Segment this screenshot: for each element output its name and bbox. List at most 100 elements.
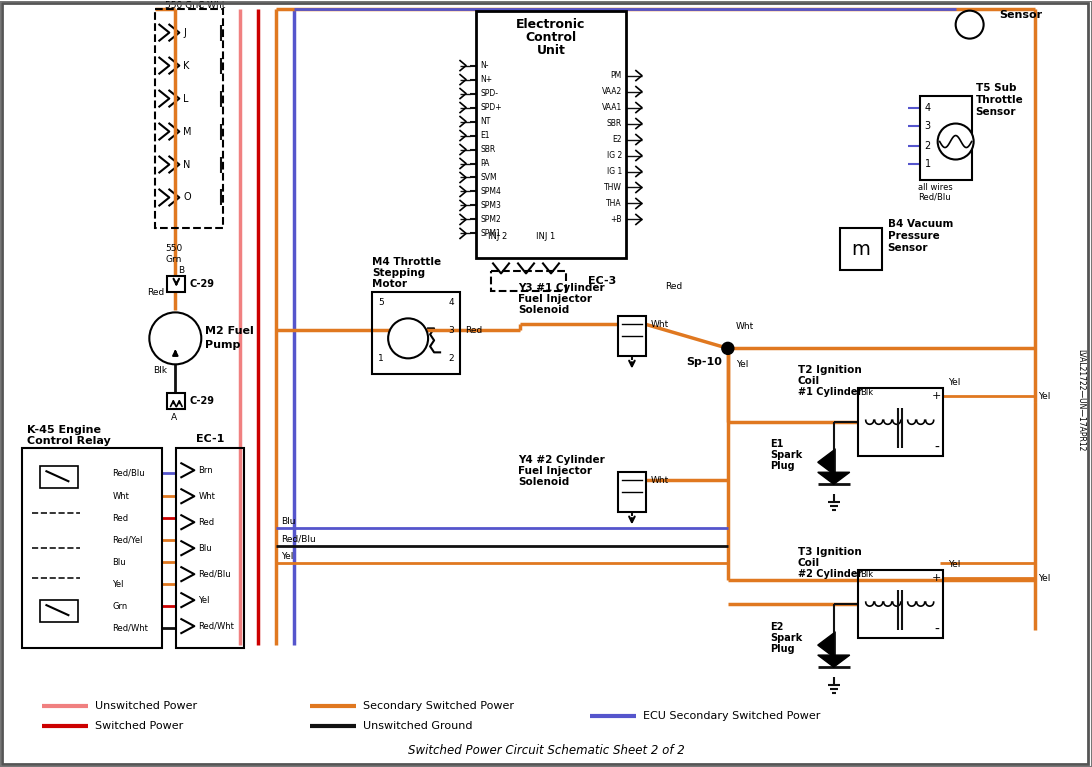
Text: INJ 1: INJ 1 xyxy=(536,232,555,241)
Text: +: + xyxy=(931,391,941,401)
Text: Sensor: Sensor xyxy=(975,107,1017,117)
Text: VAA2: VAA2 xyxy=(602,87,622,96)
Text: LVAL21722—UN—17APR12: LVAL21722—UN—17APR12 xyxy=(1077,349,1085,452)
Text: Yel: Yel xyxy=(112,580,123,588)
Text: SPD-: SPD- xyxy=(480,89,498,98)
Text: Pressure: Pressure xyxy=(888,232,939,242)
Text: Stepping: Stepping xyxy=(372,268,425,278)
Text: 550: 550 xyxy=(165,244,182,253)
Text: Wht: Wht xyxy=(651,476,669,485)
Text: -: - xyxy=(935,441,939,456)
Text: Unit: Unit xyxy=(536,44,566,57)
Polygon shape xyxy=(818,633,834,657)
Text: Sensor: Sensor xyxy=(888,243,928,253)
Text: Wht: Wht xyxy=(112,492,129,501)
Text: Yel: Yel xyxy=(948,560,960,568)
Text: Secondary Switched Power: Secondary Switched Power xyxy=(364,701,514,711)
Text: Yel: Yel xyxy=(1037,392,1051,401)
Text: K-45 Engine: K-45 Engine xyxy=(27,425,102,436)
Text: 1: 1 xyxy=(378,354,384,363)
Text: M: M xyxy=(183,127,192,137)
Text: Switched Power Circuit Schematic Sheet 2 of 2: Switched Power Circuit Schematic Sheet 2… xyxy=(407,743,685,756)
Text: Coil: Coil xyxy=(798,558,820,568)
Text: THW: THW xyxy=(604,183,622,192)
Circle shape xyxy=(150,312,201,364)
Text: Spark: Spark xyxy=(770,450,802,460)
Text: Blk: Blk xyxy=(153,366,167,375)
Text: J: J xyxy=(183,28,186,38)
Text: ECU Secondary Switched Power: ECU Secondary Switched Power xyxy=(643,711,820,721)
Text: Spark: Spark xyxy=(770,633,802,643)
Text: Plug: Plug xyxy=(770,644,795,654)
Text: EC-3: EC-3 xyxy=(587,276,616,286)
Text: Grn: Grn xyxy=(165,255,181,264)
Text: 3: 3 xyxy=(925,120,930,130)
Text: Yel: Yel xyxy=(1037,574,1051,583)
Text: #1 Cylinder: #1 Cylinder xyxy=(798,387,863,397)
Text: Yel: Yel xyxy=(282,551,294,561)
Text: Throttle: Throttle xyxy=(975,94,1023,104)
Text: Blk: Blk xyxy=(859,570,873,578)
Text: Y3 #1 Cylinder: Y3 #1 Cylinder xyxy=(518,283,605,294)
Text: PA: PA xyxy=(480,159,489,168)
Bar xyxy=(176,448,245,648)
Circle shape xyxy=(388,318,428,358)
Text: SPM4: SPM4 xyxy=(480,187,501,196)
Circle shape xyxy=(938,123,974,160)
Text: Switched Power: Switched Power xyxy=(95,721,183,731)
Text: B: B xyxy=(178,266,185,275)
Bar xyxy=(167,393,186,410)
Text: +: + xyxy=(931,573,941,583)
Polygon shape xyxy=(818,472,850,484)
Text: C Wht: C Wht xyxy=(199,1,226,10)
Text: SPM3: SPM3 xyxy=(480,201,501,210)
Text: Blu: Blu xyxy=(282,517,296,525)
Text: 2: 2 xyxy=(925,140,930,150)
Bar xyxy=(40,600,79,622)
Text: N: N xyxy=(183,160,191,170)
Text: m: m xyxy=(852,240,870,259)
Text: Coil: Coil xyxy=(798,377,820,387)
Text: 1: 1 xyxy=(925,159,930,169)
Text: Wht: Wht xyxy=(736,322,755,331)
Text: Yel: Yel xyxy=(736,360,748,369)
Text: Red/Blu: Red/Blu xyxy=(112,469,145,478)
Text: M: M xyxy=(402,328,414,341)
Text: SBR: SBR xyxy=(607,119,622,128)
Text: 3: 3 xyxy=(448,326,454,335)
Text: Blk: Blk xyxy=(859,388,873,397)
Text: THA: THA xyxy=(606,199,622,208)
Text: VAA1: VAA1 xyxy=(602,103,622,112)
Text: Yel: Yel xyxy=(948,378,960,387)
Bar xyxy=(155,8,223,229)
Text: A: A xyxy=(171,413,177,422)
Text: Fuel Injector: Fuel Injector xyxy=(518,295,592,304)
Circle shape xyxy=(956,11,984,38)
Text: 550 Grn: 550 Grn xyxy=(165,1,202,10)
Bar xyxy=(857,388,942,456)
Text: Blu: Blu xyxy=(199,544,212,553)
Text: Red: Red xyxy=(147,288,165,297)
Bar xyxy=(618,316,645,357)
Text: Motor: Motor xyxy=(372,279,407,289)
Text: Red: Red xyxy=(465,326,483,335)
Text: Red: Red xyxy=(665,282,682,291)
Text: 2: 2 xyxy=(449,354,454,363)
Text: Control Relay: Control Relay xyxy=(27,436,111,446)
Bar xyxy=(857,570,942,638)
Text: #2 Cylinder: #2 Cylinder xyxy=(798,569,863,579)
Polygon shape xyxy=(818,450,834,474)
Text: Y4 #2 Cylinder: Y4 #2 Cylinder xyxy=(518,456,605,466)
Text: Red/Yel: Red/Yel xyxy=(112,535,143,545)
Text: C-29: C-29 xyxy=(189,397,214,407)
Text: SPD+: SPD+ xyxy=(480,103,501,112)
Text: T5 Sub: T5 Sub xyxy=(975,83,1017,93)
Text: -: - xyxy=(935,623,939,637)
Text: Fuel Injector: Fuel Injector xyxy=(518,466,592,476)
Text: B4 Vacuum: B4 Vacuum xyxy=(888,219,953,229)
Text: E2: E2 xyxy=(613,135,622,144)
Bar xyxy=(840,229,881,271)
Text: L: L xyxy=(183,94,189,104)
Text: M: M xyxy=(168,324,182,339)
Text: 4: 4 xyxy=(925,103,930,113)
